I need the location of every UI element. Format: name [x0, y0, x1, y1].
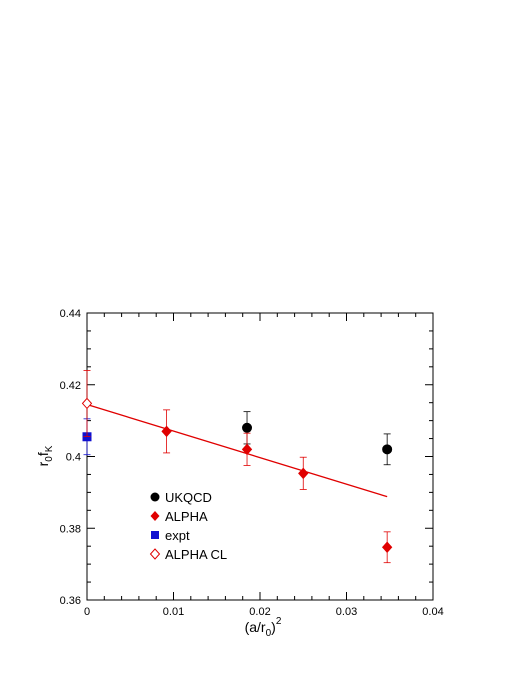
- data-point-ukqcd: [242, 422, 253, 433]
- x-axis-label-sup: 2: [276, 616, 282, 627]
- x-axis-label: (a/r0)2: [245, 616, 282, 639]
- plot-border: [86, 312, 434, 601]
- legend-marker-ukqcd: [150, 492, 160, 502]
- y-tick-label: 0.36: [60, 595, 81, 607]
- x-tick-label: 0.02: [249, 606, 270, 618]
- legend-label-alpha-cl: ALPHA CL: [165, 547, 227, 562]
- legend: UKQCD ALPHA expt ALPHA CL: [149, 490, 227, 562]
- legend-entry-alpha-cl: ALPHA CL: [149, 547, 227, 562]
- x-tick-label: 0.01: [163, 606, 184, 618]
- data-point-alpha: [161, 425, 172, 438]
- legend-entry-expt: expt: [151, 528, 190, 543]
- fit-line-group: [86, 403, 388, 498]
- y-axis-label-f-sub: K: [44, 445, 55, 452]
- x-axis-label-base: (a/r: [245, 619, 266, 635]
- data-marks: [81, 369, 393, 564]
- legend-label-ukqcd: UKQCD: [165, 490, 212, 505]
- axis-ticks: [86, 312, 434, 601]
- x-axis-label-sub: 0: [266, 628, 272, 639]
- data-point-ukqcd: [382, 444, 393, 455]
- legend-marker-alpha-cl: [149, 548, 161, 560]
- legend-entry-alpha: ALPHA: [150, 509, 208, 524]
- fit-line: [86, 403, 388, 498]
- data-point-alpha-cl: [81, 397, 93, 410]
- plot-frame: [86, 312, 434, 601]
- data-point-alpha: [381, 541, 393, 554]
- legend-label-alpha: ALPHA: [165, 509, 208, 524]
- x-tick-label: 0.04: [422, 606, 443, 618]
- y-axis-label-r: r: [35, 461, 51, 466]
- legend-entry-ukqcd: UKQCD: [150, 490, 212, 505]
- y-tick-label: 0.44: [60, 308, 81, 320]
- x-tick-label: 0: [84, 606, 90, 618]
- y-tick-label: 0.4: [66, 452, 81, 464]
- legend-label-expt: expt: [165, 528, 190, 543]
- x-axis-label-close: ): [271, 619, 276, 635]
- axis-tick-labels: 0 0.01 0.02 0.03 0.04 0.36 0.38 0.4 0.42 0.44: [60, 308, 444, 618]
- legend-marker-alpha: [150, 511, 160, 521]
- data-point-alpha: [298, 467, 309, 480]
- y-axis-label: r0fK: [35, 445, 55, 466]
- y-tick-label: 0.42: [60, 380, 81, 392]
- data-point-alpha: [241, 443, 253, 456]
- y-axis-label-f: f: [35, 452, 51, 456]
- y-axis-label-r-sub: 0: [44, 456, 55, 462]
- y-tick-label: 0.38: [60, 523, 81, 535]
- x-tick-label: 0.03: [336, 606, 357, 618]
- legend-marker-expt: [151, 531, 159, 539]
